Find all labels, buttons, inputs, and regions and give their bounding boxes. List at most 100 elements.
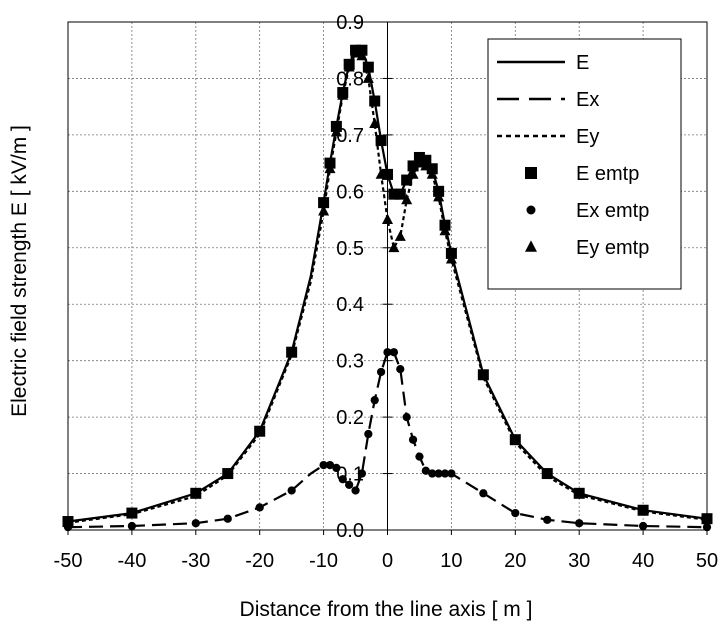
marker-ex-emtp: [421, 466, 430, 475]
marker-ey-emtp: [433, 190, 445, 202]
marker-e-emtp: [394, 188, 406, 200]
marker-ex-emtp: [223, 514, 232, 523]
y-tick-label: 0.4: [336, 294, 364, 316]
y-tick-label: 0.2: [336, 407, 364, 429]
x-axis-title: Distance from the line axis [ m ]: [240, 598, 533, 621]
marker-e-emtp: [477, 369, 489, 381]
marker-ey-emtp: [439, 224, 451, 236]
x-tick-label: -10: [309, 550, 338, 572]
marker-ey-emtp: [369, 117, 381, 128]
marker-ey-emtp: [356, 49, 368, 61]
marker-ex-emtp: [440, 469, 450, 478]
marker-ex-emtp: [191, 519, 200, 528]
marker-e-emtp: [126, 507, 138, 519]
legend-label: Ey: [576, 126, 599, 148]
marker-ex-emtp: [325, 460, 335, 470]
marker-ex-emtp: [415, 452, 424, 461]
x-tick-label: 0: [382, 550, 393, 572]
legend-label: E emtp: [576, 163, 639, 185]
x-tick-label: -50: [54, 550, 83, 572]
marker-e-emtp: [701, 513, 713, 525]
marker-e-emtp: [362, 61, 374, 73]
marker-ey-emtp: [388, 241, 400, 253]
marker-ey-emtp: [394, 230, 406, 241]
marker-ey-emtp: [382, 213, 393, 224]
marker-ex-emtp: [543, 515, 552, 524]
marker-ey-emtp: [401, 193, 413, 205]
x-tick-label: 10: [440, 550, 462, 572]
marker-ex-emtp: [702, 523, 712, 532]
marker-ey-emtp: [420, 159, 432, 171]
marker-ex-emtp: [376, 367, 386, 377]
marker-ex-emtp: [434, 469, 443, 478]
marker-ey-emtp: [362, 72, 374, 83]
marker-e-emtp: [541, 468, 553, 480]
legend-label: E: [576, 52, 589, 74]
x-tick-label: 50: [696, 550, 718, 572]
marker-e-emtp: [382, 168, 393, 180]
marker-e-emtp: [369, 95, 381, 107]
marker-e-emtp: [388, 188, 400, 200]
marker-e-emtp: [375, 135, 387, 147]
legend-label: Ex emtp: [576, 200, 649, 222]
marker-ex-emtp: [408, 435, 418, 444]
y-tick-label: 0.9: [336, 12, 364, 34]
marker-ex-emtp: [428, 469, 437, 478]
y-tick-label: 0.1: [336, 464, 364, 486]
marker-e-emtp: [286, 346, 298, 358]
legend: E Ex Ey E emtp Ex emtp Ey emtp: [487, 38, 682, 290]
marker-ex-emtp: [338, 475, 347, 484]
x-tick-label: 20: [504, 550, 526, 572]
marker-ex-emtp: [383, 348, 392, 357]
marker-e-emtp: [637, 504, 649, 516]
y-tick-label: 0.0: [336, 520, 364, 542]
series-line-ey: [67, 51, 708, 524]
marker-e-emtp: [509, 434, 521, 446]
series-line-e: [67, 49, 708, 523]
marker-ex-emtp: [364, 429, 373, 439]
x-tick-label: -30: [181, 550, 210, 572]
marker-ex-emtp: [127, 521, 137, 531]
marker-ey-emtp: [343, 61, 355, 72]
marker-e-emtp: [190, 487, 202, 499]
legend-marker-ey-emtp: [525, 240, 537, 252]
marker-ey-emtp: [407, 168, 419, 179]
marker-ex-emtp: [351, 486, 360, 495]
marker-ex-emtp: [511, 508, 520, 518]
legend-label: Ey emtp: [576, 237, 649, 259]
marker-ey-emtp: [426, 168, 438, 179]
marker-ey-emtp: [318, 205, 330, 216]
marker-ex-emtp: [370, 396, 379, 405]
marker-ex-emtp: [332, 463, 341, 473]
x-tick-label: 30: [568, 550, 590, 572]
y-tick-label: 0.3: [336, 351, 364, 373]
marker-ex-emtp: [447, 469, 456, 478]
marker-ey-emtp: [413, 157, 425, 168]
legend-label: Ex: [576, 89, 599, 111]
tick-labels: -50 -40 -30 -20 -10 0 10 20 30 40 50 0.0 0.1 0.2 0.3 0.…: [54, 12, 719, 572]
legend-marker-ex-emtp: [526, 205, 536, 215]
marker-e-emtp: [318, 197, 330, 209]
marker-ey-emtp: [350, 46, 362, 58]
y-tick-label: 0.5: [336, 238, 364, 260]
marker-ey-emtp: [375, 168, 387, 179]
marker-e-emtp: [254, 425, 266, 437]
y-tick-label: 0.7: [336, 125, 364, 147]
marker-e-emtp: [222, 468, 234, 480]
y-tick-label: 0.8: [336, 68, 364, 90]
marker-ex-emtp: [319, 460, 328, 470]
marker-ex-emtp: [638, 521, 648, 531]
y-tick-label: 0.6: [336, 181, 364, 203]
series-line-ex: [67, 351, 708, 529]
marker-e-emtp: [62, 516, 74, 528]
x-tick-label: -40: [117, 550, 146, 572]
marker-ex-emtp: [357, 469, 367, 478]
marker-ex-emtp: [63, 523, 73, 532]
axes: [67, 21, 708, 535]
marker-ex-emtp: [389, 348, 399, 357]
marker-ey-emtp: [330, 126, 342, 137]
marker-ey-emtp: [445, 253, 457, 264]
marker-ex-emtp: [287, 486, 296, 495]
marker-ex-emtp: [396, 365, 405, 374]
